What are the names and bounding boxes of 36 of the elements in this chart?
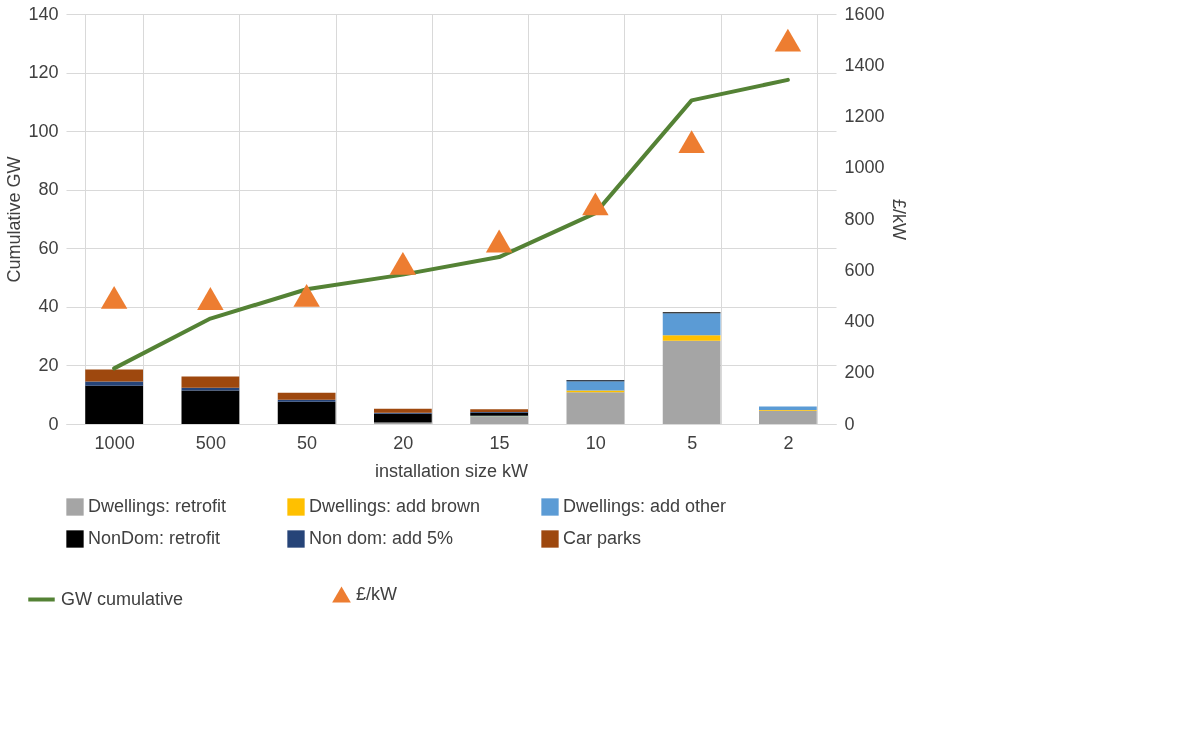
y2-tick-label: 800 [844, 208, 875, 229]
legend-label: NonDom: retrofit [88, 528, 221, 548]
y-tick-label: 140 [28, 3, 59, 24]
x-tick-label: 500 [195, 432, 226, 453]
y2-tick-label: 200 [844, 362, 875, 383]
y-tick-label: 120 [28, 62, 59, 83]
y2-axis-title: £/kW [888, 198, 909, 241]
legend-label: Car parks [563, 528, 642, 548]
y2-tick-label: 0 [844, 413, 855, 434]
y2-tick-label: 1200 [844, 106, 885, 126]
x-tick-label: 5 [687, 432, 698, 453]
y2-tick-label: 1000 [844, 157, 885, 178]
y2-tick-label: 400 [844, 311, 875, 331]
x-tick-label: 50 [297, 432, 318, 453]
legend-label: Non dom: add 5% [309, 528, 454, 548]
y-tick-label: 0 [48, 413, 59, 434]
legend-label: £/kW [356, 583, 398, 604]
x-tick-label: 1000 [94, 432, 135, 453]
y-tick-label: 20 [38, 354, 59, 375]
y-axis-title: Cumulative GW [4, 156, 25, 283]
x-tick-label: 15 [489, 432, 510, 453]
y-tick-label: 60 [38, 237, 59, 258]
x-tick-label: 2 [783, 432, 794, 453]
legend-label: GW cumulative [61, 588, 184, 609]
legend-label: Dwellings: add other [563, 496, 727, 516]
y2-tick-label: 1400 [844, 54, 885, 75]
y-tick-label: 100 [28, 120, 59, 141]
x-tick-label: 10 [585, 432, 606, 453]
legend-label: Dwellings: add brown [309, 496, 481, 516]
y2-tick-label: 600 [844, 259, 875, 280]
x-axis-title: installation size kW [374, 460, 529, 481]
legend-label: Dwellings: retrofit [88, 496, 227, 516]
y2-tick-label: 1600 [844, 3, 885, 24]
x-tick-label: 20 [393, 432, 414, 453]
y-tick-label: 40 [38, 296, 59, 317]
y-tick-label: 80 [38, 179, 59, 200]
